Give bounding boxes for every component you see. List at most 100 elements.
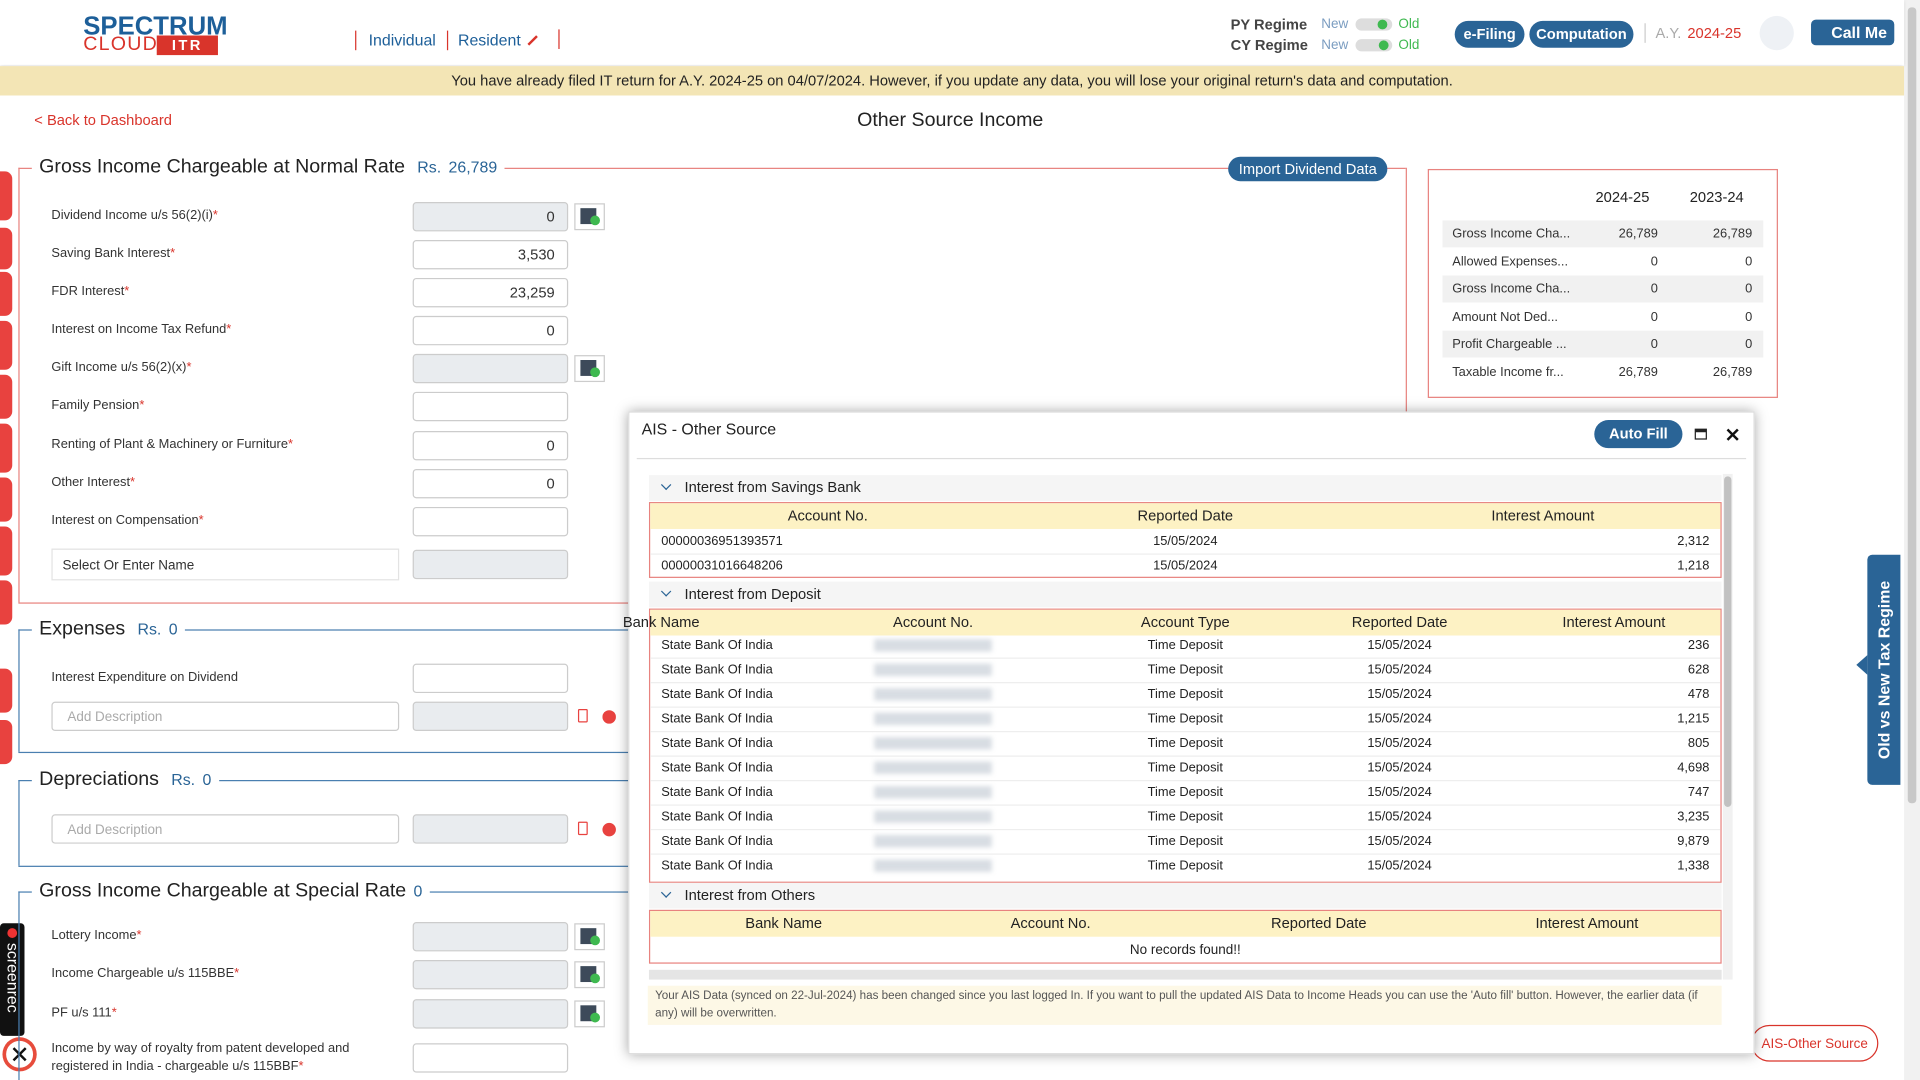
summary-label: Amount Not Ded... [1452,309,1559,325]
field-label: Interest on Compensation* [51,513,204,528]
table-cell: 478 [1687,686,1710,702]
section-heading: Gross Income Chargeable at Special Rate 0 [31,879,430,904]
table-cell: 2,312 [1677,533,1710,549]
description-input[interactable]: Add Description [51,814,400,844]
amount-input[interactable] [412,663,569,694]
amount-input[interactable] [412,549,569,580]
call-me-button[interactable]: Call Me [1811,19,1895,46]
amount-input[interactable]: 0 [412,202,569,232]
amount-input[interactable] [412,922,569,952]
toggle-knob [1378,40,1389,51]
amount-input[interactable] [412,999,569,1029]
blurred-account [874,737,992,750]
name-select[interactable]: Select Or Enter Name [51,548,400,581]
group-header[interactable] [648,581,1722,608]
side-tab[interactable] [1867,554,1901,785]
brand-top: SPECTRUM [83,12,228,41]
horizontal-scrollbar [648,969,1722,980]
add-button[interactable] [602,822,616,837]
table-cell: 00000031016648206 [661,558,783,574]
residency[interactable]: Resident [446,30,521,51]
table-cell: 747 [1687,784,1710,800]
amount-input[interactable]: 23,259 [412,277,569,308]
summary-row [1442,275,1764,303]
required-mark: * [186,360,192,375]
regime-option[interactable]: Old [1398,37,1420,53]
section-title: Gross Income Chargeable at Special Rate [39,880,407,902]
delete-button[interactable] [577,821,588,836]
efiling-button[interactable]: e-Filing [1454,20,1525,48]
regime-option[interactable]: Old [1398,17,1420,32]
row-divider [650,682,1721,684]
table-cell: 15/05/2024 [1367,784,1432,800]
regime-option[interactable]: New [1321,37,1349,53]
required-mark: * [234,966,240,981]
row-divider [650,553,1721,555]
maximize-button[interactable] [1694,428,1707,440]
blurred-account [874,761,992,774]
field-label: FDR Interest* [51,284,130,299]
amount-input[interactable] [412,391,569,422]
required-mark: * [298,1059,304,1074]
row-divider [650,780,1721,782]
column-header: Interest Amount [1562,613,1666,631]
computation-button[interactable]: Computation [1529,20,1634,48]
section-border [1405,167,1407,603]
table-cell: State Bank Of India [661,784,773,800]
brand-tag: ITR [156,35,218,56]
regime-option[interactable]: New [1321,17,1349,32]
ais-button[interactable]: AIS-Other Source [1751,1024,1879,1062]
description-input[interactable]: Add Description [51,701,400,732]
summary-value: 26,789 [1618,226,1658,242]
back-link[interactable]: < Back to Dashboard [34,111,172,129]
summary-value: 0 [1745,309,1753,325]
group-header[interactable] [648,475,1722,501]
amount-input[interactable]: 0 [412,315,569,346]
table-cell: Time Deposit [1147,662,1223,678]
column-header: Interest Amount [1491,506,1595,525]
summary-label: Taxable Income fr... [1452,364,1564,380]
auto-fill-button[interactable]: Auto Fill [1594,420,1683,449]
amount-input[interactable]: 0 [412,468,569,499]
row-divider [650,731,1721,733]
table-cell: 15/05/2024 [1153,558,1218,574]
amount-input[interactable] [412,1043,569,1073]
summary-value: 0 [1650,309,1658,325]
table-cell: 236 [1687,637,1710,653]
table-cell: Time Deposit [1147,637,1223,653]
column-header: Account No. [1010,914,1091,932]
required-mark: * [287,437,293,452]
import-button[interactable]: Import Dividend Data [1228,156,1388,182]
amount-input[interactable]: 0 [412,431,569,461]
dialog-scroll-thumb [1724,476,1732,807]
amount-input[interactable] [412,506,569,537]
user-menu[interactable] [1759,15,1794,51]
row-divider [650,804,1721,806]
ay-value: 2024-25 [1687,24,1742,42]
group-header[interactable] [648,882,1722,909]
table-cell: 4,698 [1677,760,1710,776]
section-border [18,780,20,866]
section-amount: 0 [168,619,178,638]
table-head [650,503,1721,529]
summary-value: 0 [1650,254,1658,269]
delete-button[interactable] [577,708,588,723]
table-cell: 3,235 [1677,809,1710,825]
column-header: Account Type [1140,613,1230,631]
amount-input[interactable] [412,353,569,384]
column-header: Account No. [893,613,974,631]
table-cell: 1,218 [1677,558,1710,574]
column-header: Bank Name [745,914,823,932]
blurred-account [874,712,992,725]
taxpayer-type[interactable]: Individual [355,30,436,51]
amount-input[interactable]: 3,530 [412,240,569,270]
amount-input[interactable] [412,960,569,990]
amount-input[interactable] [412,701,569,732]
section-title: Depreciations [39,768,159,790]
field-label: Renting of Plant & Machinery or Furnitur… [51,437,293,452]
add-button[interactable] [602,710,616,724]
amount-input[interactable] [412,814,569,844]
table-cell: Time Deposit [1147,711,1223,727]
table-cell: 9,879 [1677,833,1710,849]
table-cell: 00000036951393571 [661,533,783,549]
